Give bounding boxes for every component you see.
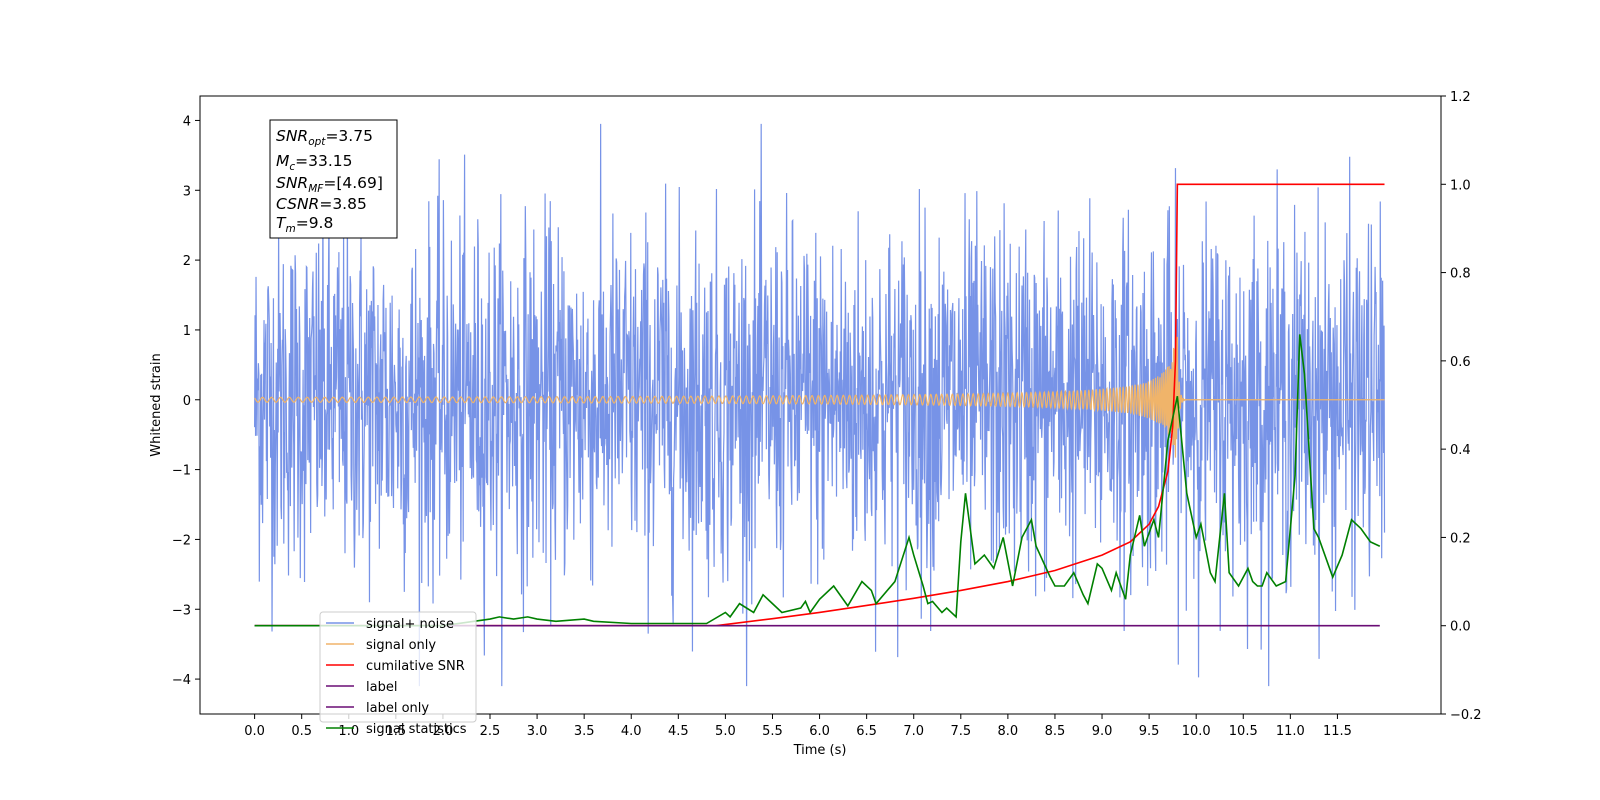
x-tick-label: 10.5 [1229, 724, 1258, 739]
y-left-tick-label: −4 [172, 673, 191, 688]
y-right-tick-label: 1.2 [1450, 90, 1471, 105]
y-left-tick-label: 2 [183, 254, 191, 269]
legend-label: label only [366, 701, 429, 716]
y-axis-left: 4 3 2 1 0 −1 −2 −3 −4 [172, 114, 200, 688]
legend-label: signal only [366, 638, 436, 653]
y-right-tick-label: 0.8 [1450, 267, 1471, 282]
y-left-tick-label: 0 [183, 394, 191, 409]
axes-frame [199, 95, 1442, 715]
y-right-tick-label: 1.0 [1450, 178, 1471, 193]
x-tick-label: 6.0 [809, 724, 830, 739]
legend-label: signal+ noise [366, 617, 454, 632]
x-tick-label: 4.5 [668, 724, 689, 739]
x-tick-label: 4.0 [621, 724, 642, 739]
annotation-mc: Mc=33.15 [276, 152, 353, 173]
parameter-annotation: SNRopt=3.75 Mc=33.15 SNRMF=[4.69] CSNR=3… [269, 119, 398, 239]
annotation-snr-opt: SNRopt=3.75 [276, 127, 373, 148]
y-left-tick-label: 4 [183, 114, 191, 129]
y-right-tick-label: 0.4 [1450, 443, 1471, 458]
y-right-tick-label: −0.2 [1450, 708, 1482, 723]
y-right-tick-label: 0.0 [1450, 620, 1471, 635]
legend-frame [319, 611, 477, 723]
legend: signal+ noise signal only cumilative SNR la… [319, 611, 477, 737]
x-tick-label: 1.5 [386, 724, 407, 739]
legend-label: signal statistics [366, 722, 467, 737]
x-tick-label: 8.5 [1045, 724, 1066, 739]
y-left-tick-label: 3 [183, 184, 191, 199]
x-tick-label: 6.5 [856, 724, 877, 739]
annotation-tm: Tm=9.8 [276, 214, 333, 235]
x-tick-label: 0.0 [244, 724, 265, 739]
y-left-tick-label: −2 [172, 533, 191, 548]
y-right-tick-label: 0.2 [1450, 531, 1471, 546]
x-tick-label: 2.5 [480, 724, 501, 739]
x-tick-label: 11.0 [1276, 724, 1305, 739]
legend-label: label [366, 680, 397, 695]
x-tick-label: 2.0 [433, 724, 454, 739]
y-right-tick-label: 0.6 [1450, 355, 1471, 370]
legend-label: cumilative SNR [366, 659, 465, 674]
x-tick-label: 8.0 [998, 724, 1019, 739]
y-left-tick-label: 1 [183, 324, 191, 339]
x-tick-label: 3.0 [527, 724, 548, 739]
x-axis-label: Time (s) [793, 743, 847, 758]
series-signal-only [254, 336, 1385, 458]
x-tick-label: 9.5 [1139, 724, 1160, 739]
x-tick-label: 0.5 [291, 724, 312, 739]
x-tick-label: 5.0 [715, 724, 736, 739]
x-tick-label: 3.5 [574, 724, 595, 739]
annotation-box [269, 119, 398, 239]
x-tick-label: 9.0 [1092, 724, 1113, 739]
x-axis: 0.0 0.5 1.0 1.5 2.0 2.5 3.0 3.5 4.0 4.5 5.0 5.5 6.0 6… [244, 714, 1352, 739]
annotation-csnr: CSNR=3.85 [276, 195, 367, 213]
y-left-tick-label: −3 [172, 603, 191, 618]
x-tick-label: 11.5 [1323, 724, 1352, 739]
y-axis-label-left: Whitened strain [149, 353, 164, 456]
x-tick-label: 10.0 [1182, 724, 1211, 739]
series-signal-statistics [254, 334, 1381, 627]
y-axis-right: 1.2 1.0 0.8 0.6 0.4 0.2 0.0 −0.2 [1441, 90, 1482, 723]
y-left-tick-label: −1 [172, 464, 191, 479]
series-signal-noise [254, 123, 1386, 687]
x-tick-label: 7.0 [903, 724, 924, 739]
x-tick-label: 5.5 [762, 724, 783, 739]
annotation-snr-mf: SNRMF=[4.69] [276, 174, 383, 195]
x-tick-label: 7.5 [950, 724, 971, 739]
x-tick-label: 1.0 [338, 724, 359, 739]
